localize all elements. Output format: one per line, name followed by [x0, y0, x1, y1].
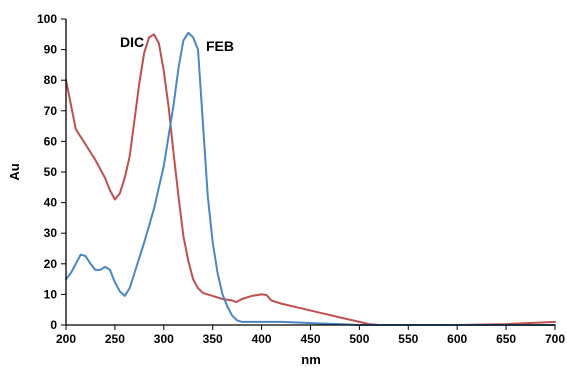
y-tick-label: 90	[44, 43, 58, 57]
x-tick-label: 250	[105, 332, 125, 346]
series-label-feb: FEB	[206, 38, 234, 54]
y-tick-label: 20	[44, 257, 58, 271]
x-tick-label: 600	[447, 332, 467, 346]
plot-lines	[65, 31, 556, 326]
x-tick-label: 700	[545, 332, 565, 346]
y-tick-label: 100	[37, 12, 57, 26]
x-axis-title: nm	[301, 352, 321, 367]
y-tick-label: 50	[44, 165, 58, 179]
x-tick-label: 650	[496, 332, 516, 346]
y-tick-label: 0	[50, 318, 57, 332]
y-tick-label: 70	[44, 104, 58, 118]
x-tick-label: 300	[154, 332, 174, 346]
y-tick-label: 30	[44, 226, 58, 240]
y-axis-title: Au	[7, 163, 22, 180]
x-tick-label: 350	[203, 332, 223, 346]
x-tick-label: 500	[349, 332, 369, 346]
ticks: 0 10 20 30 40 50 60 70 80 90 100 200 250 300 350 400 450…	[37, 12, 565, 346]
x-tick-label: 450	[300, 332, 320, 346]
y-tick-label: 10	[44, 287, 58, 301]
x-tick-label: 200	[56, 332, 76, 346]
x-tick-label: 400	[252, 332, 272, 346]
y-tick-label: 80	[44, 73, 58, 87]
y-tick-label: 40	[44, 196, 58, 210]
series-line-feb	[65, 31, 556, 326]
series-line-dic	[65, 33, 556, 326]
x-tick-label: 550	[398, 332, 418, 346]
y-tick-label: 60	[44, 134, 58, 148]
series-label-dic: DIC	[120, 34, 144, 50]
axes	[65, 19, 555, 326]
